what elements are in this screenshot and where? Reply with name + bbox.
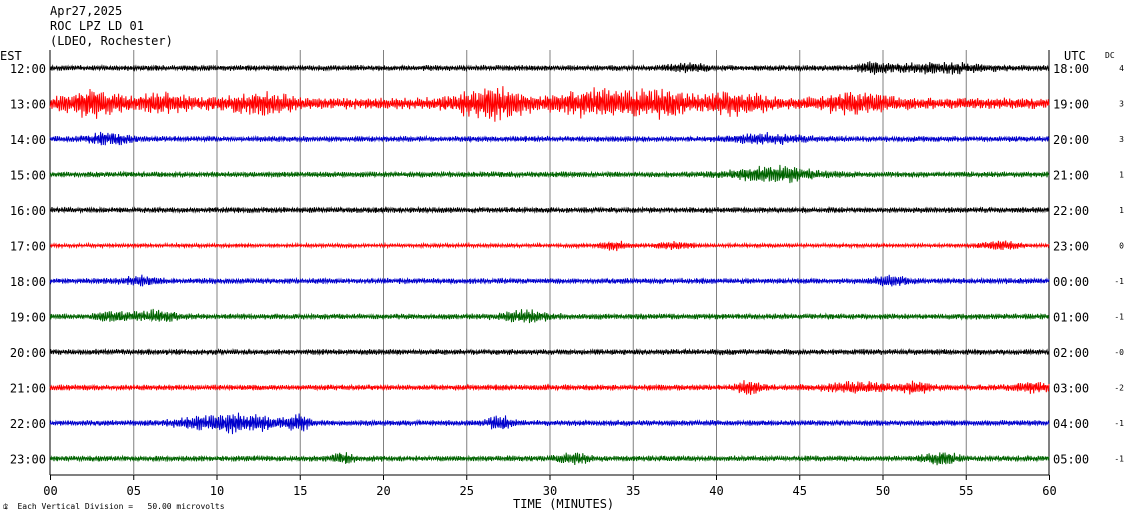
x-tick-label-60: 60 [1042,484,1056,498]
est-label: 13:00 [10,98,46,112]
est-label: 18:00 [10,275,46,289]
x-tick-label-05: 05 [127,484,141,498]
x-tick-label-50: 50 [876,484,890,498]
est-label: 15:00 [10,169,46,183]
footer-scale-text: ʥ Each Vertical Division = 50.00 microvo… [3,502,225,511]
trace-1900 [49,308,1050,324]
x-tick-label-35: 35 [626,484,640,498]
est-label: 22:00 [10,417,46,431]
x-tick-label-25: 25 [460,484,474,498]
trace-1500 [49,164,1050,184]
network-name: (LDEO, Rochester) [50,34,173,48]
x-tick-label-55: 55 [959,484,973,498]
seismic-traces [49,61,1050,466]
est-label: 12:00 [10,62,46,76]
utc-label: 18:00 [1053,62,1089,76]
utc-label: 22:00 [1053,204,1089,218]
trace-1200 [49,61,1050,75]
dc-value: 3 [1119,100,1124,109]
utc-label: 03:00 [1053,382,1089,396]
chart-date: Apr27,2025 [50,4,123,18]
dc-value: 1 [1119,171,1124,180]
est-label: 14:00 [10,133,46,147]
utc-label: 02:00 [1053,346,1089,360]
x-axis-title: TIME (MINUTES) [513,497,615,511]
scale-prefix: Each Vertical Division = [17,502,134,511]
est-label: 17:00 [10,240,46,254]
est-label: 23:00 [10,453,46,467]
utc-label: 20:00 [1053,133,1089,147]
trace-1600 [49,205,1050,215]
x-tick-label-40: 40 [709,484,723,498]
utc-label: 23:00 [1053,240,1089,254]
est-label: 21:00 [10,382,46,396]
x-tick-label-45: 45 [793,484,807,498]
utc-label: 01:00 [1053,311,1089,325]
dc-value: 4 [1119,64,1124,73]
est-label: 16:00 [10,204,46,218]
est-axis-label: EST [0,49,22,63]
utc-label: 04:00 [1053,417,1089,431]
trace-1700 [49,240,1050,252]
est-label: 19:00 [10,311,46,325]
scale-value: 50.00 microvolts [147,502,225,511]
trace-2100 [49,380,1050,395]
x-tick-label-00: 00 [43,484,57,498]
trace-1800 [49,274,1050,287]
grid-lines [49,50,1050,480]
trace-1300 [49,86,1050,122]
x-tick-label-30: 30 [543,484,557,498]
dc-axis-label: DC [1105,51,1115,60]
utc-axis-label: UTC [1064,49,1086,63]
dc-value: 1 [1119,206,1124,215]
est-label: 20:00 [10,346,46,360]
trace-2200 [49,412,1050,435]
dc-value: -1 [1114,277,1124,286]
trace-2000 [49,347,1050,356]
dc-value: -2 [1114,384,1124,393]
utc-label: 21:00 [1053,169,1089,183]
dc-value: -0 [1114,348,1124,357]
trace-1400 [49,131,1050,146]
x-tick-label-15: 15 [293,484,307,498]
utc-label: 05:00 [1053,453,1089,467]
dc-value: 3 [1119,135,1124,144]
utc-label: 00:00 [1053,275,1089,289]
x-tick-label-10: 10 [210,484,224,498]
dc-value: 0 [1119,242,1124,251]
x-tick-label-20: 20 [376,484,390,498]
dc-value: -1 [1114,455,1124,464]
trace-2300 [49,452,1050,466]
dc-value: -1 [1114,419,1124,428]
utc-label: 19:00 [1053,98,1089,112]
dc-value: -1 [1114,313,1124,322]
station-code: ROC LPZ LD 01 [50,19,144,33]
